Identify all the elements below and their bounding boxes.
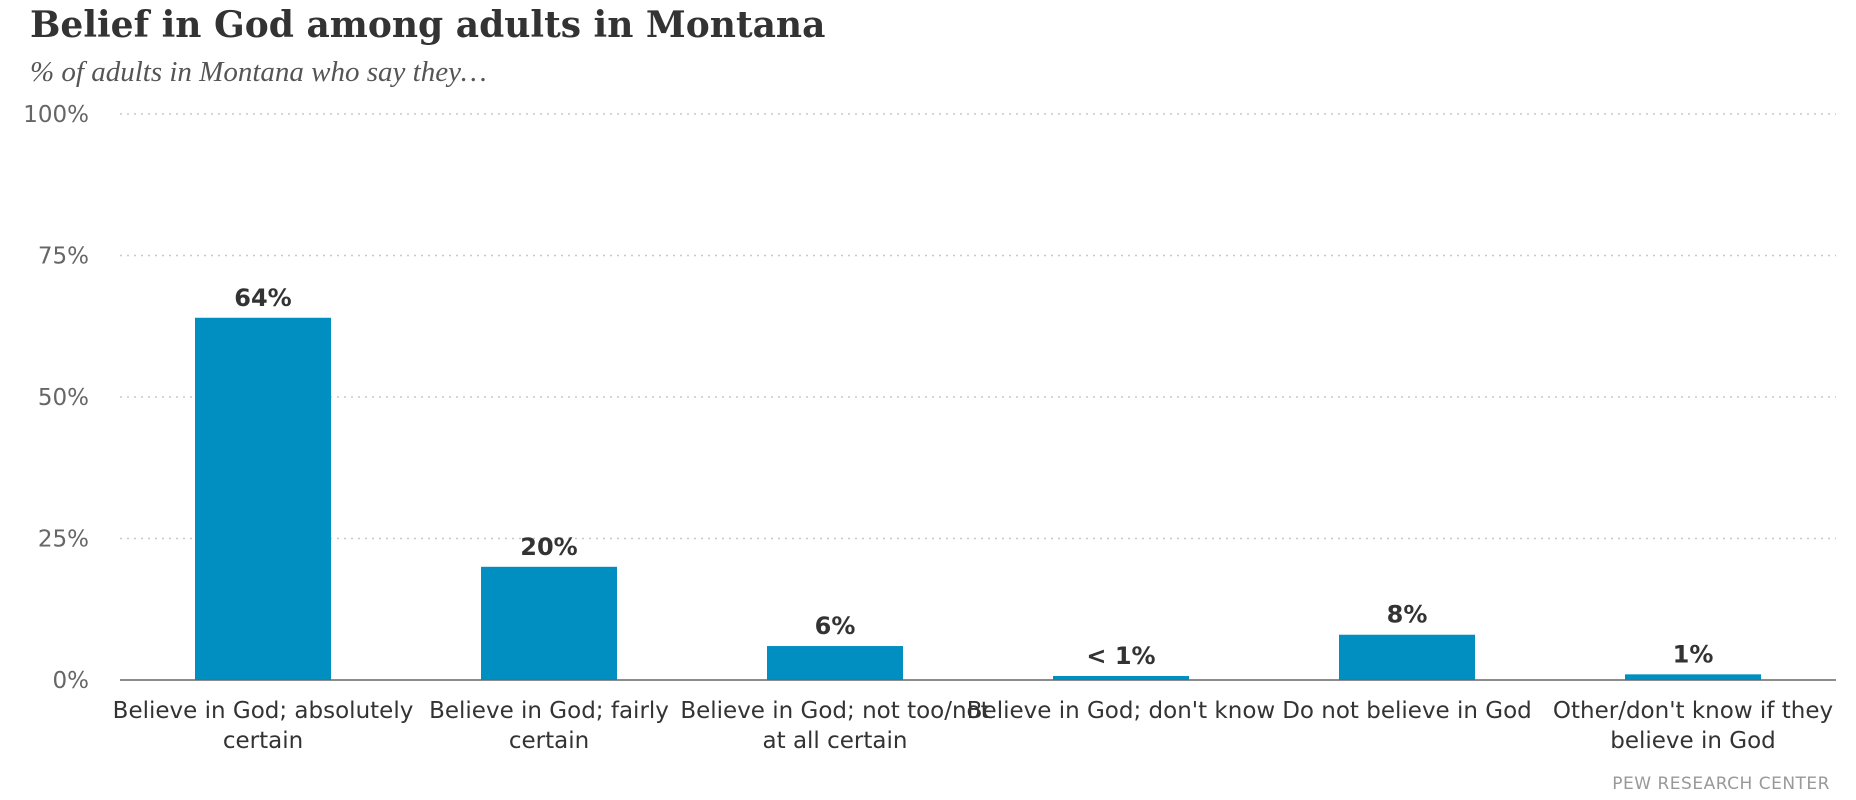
gridlines [120,113,1836,540]
x-category-label: Believe in God; not too/not [680,698,989,724]
x-category-label: at all certain [763,728,908,754]
bar [1625,674,1761,680]
y-axis-ticks: 0% 25% 50% 75% 100% [23,102,89,694]
bar [1339,634,1475,680]
x-category-label: certain [509,728,589,754]
data-label: 20% [520,533,577,561]
x-category-label: Believe in God; absolutely [113,698,414,724]
y-tick-label: 50% [38,385,89,411]
source-credit: PEW RESEARCH CENTER [1612,774,1830,794]
data-label: 8% [1387,601,1428,629]
data-label: 1% [1673,640,1714,668]
y-tick-label: 0% [53,668,90,694]
data-label: < 1% [1086,642,1155,670]
data-label: 6% [815,612,856,640]
chart-title: Belief in God among adults in Montana [30,4,826,46]
bar [481,566,617,680]
bar [1053,676,1189,680]
bar [767,646,903,680]
y-tick-label: 75% [38,244,89,270]
x-category-label: Do not believe in God [1282,698,1532,724]
y-tick-label: 100% [23,102,89,128]
bar [195,317,331,680]
y-tick-label: 25% [38,527,89,553]
chart-subtitle: % of adults in Montana who say they… [30,56,487,88]
x-category-label: believe in God [1610,728,1776,754]
x-category-label: certain [223,728,303,754]
x-category-label: Other/don't know if they [1553,698,1833,724]
data-label: 64% [234,284,291,312]
x-axis-labels: Believe in God; absolutely certain Believe… [113,698,1833,754]
x-category-label: Believe in God; don't know [967,698,1275,724]
bars [195,317,1761,680]
x-category-label: Believe in God; fairly [429,698,669,724]
data-labels: 64% 20% 6% < 1% 8% 1% [234,284,1713,670]
